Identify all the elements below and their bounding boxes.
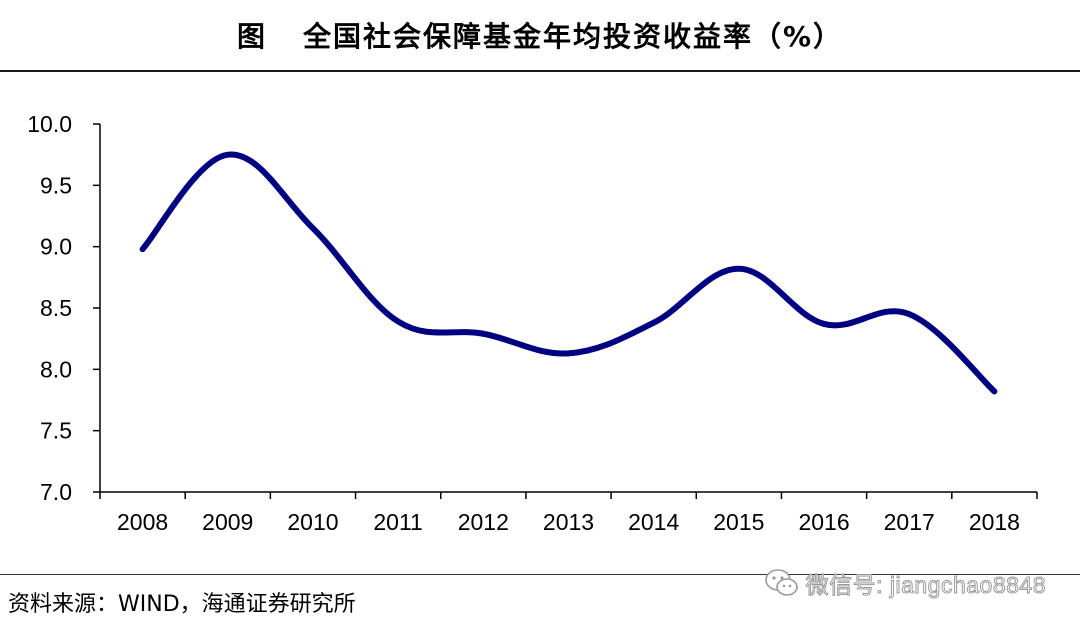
y-tick-label: 8.5 [40, 295, 72, 321]
watermark-text: 微信号: jiangchao8848 [805, 572, 1046, 599]
y-tick-label: 10.0 [27, 111, 72, 137]
y-tick-label: 9.5 [40, 172, 72, 198]
x-tick-label: 2017 [884, 509, 935, 535]
y-tick-label: 8.0 [40, 356, 72, 382]
wechat-icon [764, 569, 798, 596]
y-tick-label: 9.0 [40, 234, 72, 260]
x-tick-label: 2011 [373, 509, 422, 535]
chart-title: 图 全国社会保障基金年均投资收益率（%） [237, 15, 843, 55]
x-tick-label: 2009 [202, 509, 253, 535]
y-tick-label: 7.0 [40, 479, 72, 505]
figure-title: 全国社会保障基金年均投资收益率（%） [302, 20, 844, 53]
x-tick-label: 2018 [969, 509, 1020, 535]
x-tick-label: 2014 [628, 509, 679, 535]
chart-header: 图 全国社会保障基金年均投资收益率（%） [0, 0, 1080, 72]
x-tick-label: 2008 [117, 509, 168, 535]
x-tick-label: 2015 [713, 509, 764, 535]
footer-divider [0, 574, 1080, 575]
chart-axes: 7.0 7.5 8.0 8.5 9.0 9.5 10.0 2008 2009 2010 2011 20… [27, 111, 1038, 535]
x-tick-label: 2016 [798, 509, 849, 535]
series-line [139, 151, 998, 395]
line-chart: 7.0 7.5 8.0 8.5 9.0 9.5 10.0 2008 2009 2010 2011 20… [27, 111, 1038, 535]
source-note: 资料来源：WIND，海通证券研究所 [8, 592, 356, 617]
x-tick-label: 2010 [287, 509, 338, 535]
figure-label: 图 [236, 20, 267, 53]
chart-series [139, 151, 998, 395]
x-tick-label: 2013 [543, 509, 594, 535]
x-tick-label: 2012 [458, 509, 509, 535]
y-tick-label: 7.5 [40, 418, 72, 444]
watermark: 微信号: jiangchao8848 [764, 566, 1046, 600]
